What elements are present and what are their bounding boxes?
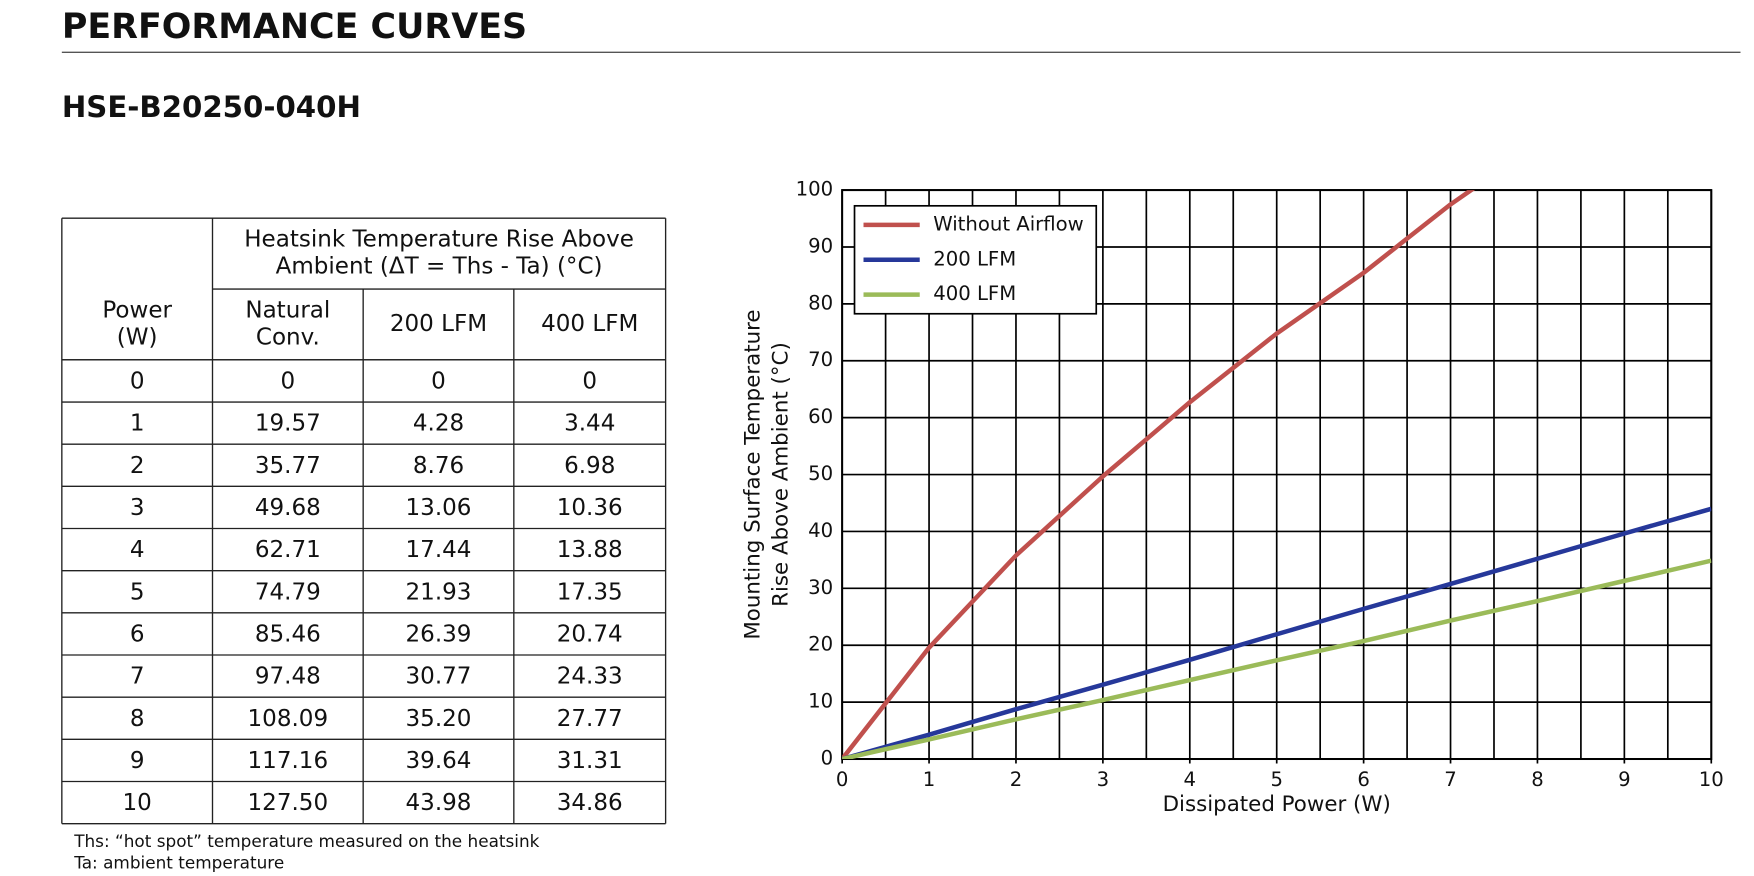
table-cell: 5 [130,579,145,605]
table-cell: 8 [130,706,145,732]
table-cell: 0 [130,369,145,395]
x-tick-label: 6 [1357,768,1370,791]
y-tick-label: 100 [796,178,834,201]
column-header: (W) [117,324,158,350]
table-cell: 117.16 [248,748,329,774]
page-title: PERFORMANCE CURVES [62,7,527,47]
y-tick-label: 60 [808,405,833,428]
y-tick-label: 50 [808,462,833,485]
table-cell: 35.77 [255,453,321,479]
table-cell: 74.79 [255,579,321,605]
y-tick-label: 10 [808,690,833,713]
table-cell: 85.46 [255,622,321,648]
y-tick-label: 20 [808,633,833,656]
table-cell: 30.77 [406,664,472,690]
table-cell: 43.98 [406,790,472,816]
chart: 0 10 20 30 40 50 60 70 80 90 100 0 1 2 3 4 5 6 7 8 9 10 Dissip… [740,178,1724,818]
table-cell: 26.39 [406,622,472,648]
x-tick-label: 10 [1699,768,1724,791]
x-tick-label: 3 [1097,768,1110,791]
x-axis-label: Dissipated Power (W) [1163,792,1391,817]
x-tick-label: 9 [1618,768,1631,791]
x-tick-label: 8 [1531,768,1544,791]
series-line [842,506,1712,760]
column-header: Natural [245,297,330,323]
plot-frame [841,189,1713,761]
subtitle: HSE-B20250-040H [62,90,361,124]
table-cell: 0 [431,369,446,395]
table-cell: 62.71 [255,537,321,563]
table-cell: 0 [582,369,597,395]
table-cell: 7 [130,664,145,690]
y-tick-label: 80 [808,291,833,314]
table-cell: 27.77 [557,706,623,732]
table-cell: 6.98 [564,453,615,479]
group-header: Ambient (ΔT = Ths - Ta) (°C) [276,254,603,280]
y-tick-label: 40 [808,519,833,542]
table-cell: 34.86 [557,790,623,816]
table-cell: 9 [130,748,145,774]
column-header: 400 LFM [541,311,638,337]
table-cell: 39.64 [406,748,472,774]
table-cell: 3 [130,495,145,521]
y-tick-label: 0 [821,747,834,770]
x-tick-label: 5 [1270,768,1283,791]
table-cell: 17.35 [557,579,623,605]
column-header: Conv. [256,324,320,350]
table-cell: 3.44 [564,411,615,437]
x-tick-label: 4 [1184,768,1197,791]
x-tick-label: 7 [1444,768,1457,791]
table-cell: 35.20 [406,706,472,732]
table-cell: 20.74 [557,622,623,648]
table-cell: 8.76 [413,453,464,479]
y-tick-label: 70 [808,348,833,371]
group-header: Heatsink Temperature Rise Above [244,227,634,253]
table-cell: 4.28 [413,411,464,437]
table-cell: 21.93 [406,579,472,605]
x-tick-label: 0 [836,768,849,791]
table-cell: 6 [130,622,145,648]
y-axis-label: Mounting Surface Temperature [740,309,765,639]
x-tick-label: 2 [1010,768,1023,791]
series-line [842,558,1712,760]
x-tick-label: 1 [923,768,936,791]
table-cell: 108.09 [248,706,329,732]
table-cell: 0 [281,369,296,395]
table-cell: 97.48 [255,664,321,690]
table-cell: 10.36 [557,495,623,521]
y-tick-label: 30 [808,576,833,599]
table-cell: 10 [123,790,152,816]
table-cell: 127.50 [248,790,329,816]
table-cell: 13.88 [557,537,623,563]
table-cell: 17.44 [406,537,472,563]
table-cell: 24.33 [557,664,623,690]
column-header: Power [102,297,172,323]
table-cell: 19.57 [255,411,321,437]
note: Ths: “hot spot” temperature measured on … [73,831,539,851]
table-cell: 1 [130,411,145,437]
y-axis-label: Rise Above Ambient (°C) [768,342,793,607]
table-cell: 4 [130,537,145,563]
series-line [842,190,1476,760]
table-cell: 2 [130,453,145,479]
column-header: 200 LFM [390,311,487,337]
legend-label: 400 LFM [933,282,1016,305]
legend-label: 200 LFM [933,247,1016,270]
table-cell: 31.31 [557,748,623,774]
table-cell: 49.68 [255,495,321,521]
table-cell: 13.06 [406,495,472,521]
y-tick-label: 90 [808,234,833,257]
note: Ta: ambient temperature [73,853,284,873]
legend-label: Without Airflow [933,212,1084,235]
